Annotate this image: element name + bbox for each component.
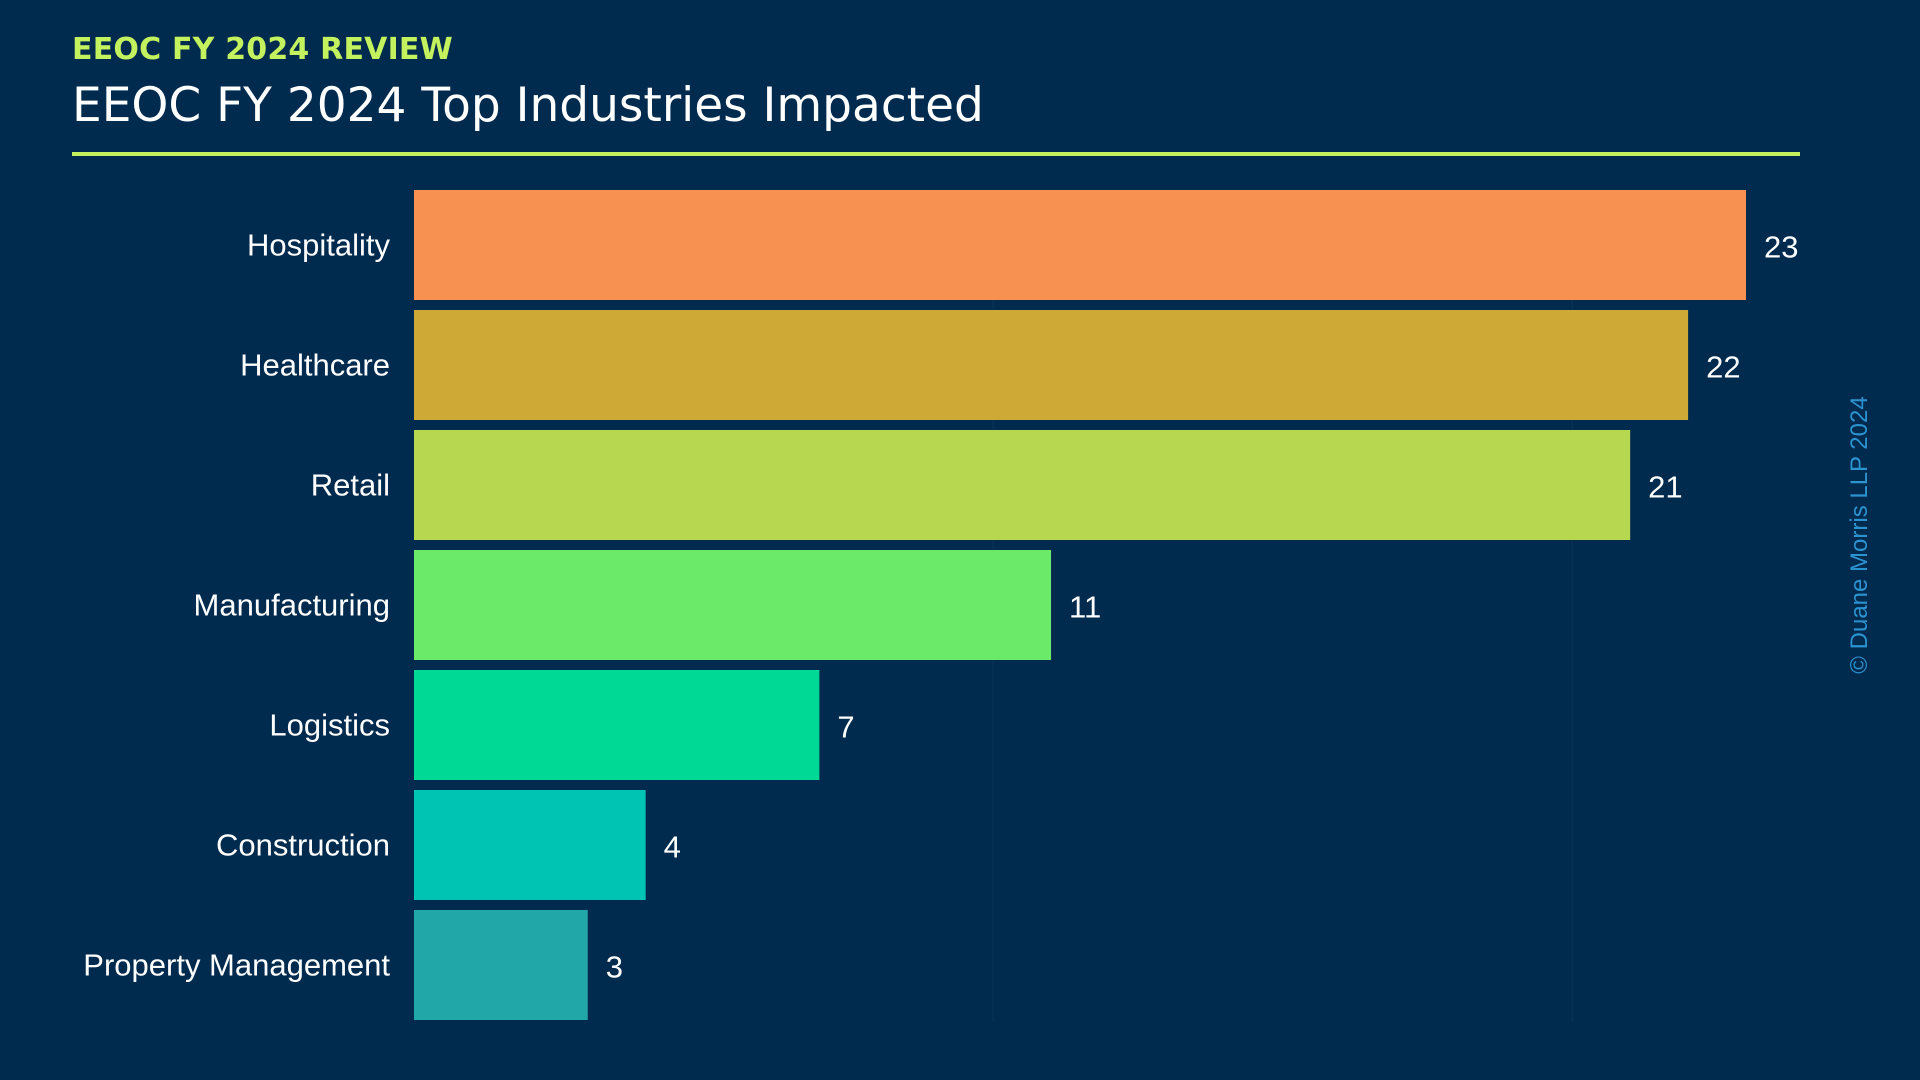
bar-hospitality (414, 190, 1746, 300)
value-label-logistics: 7 (837, 710, 854, 745)
category-label-property-management: Property Management (83, 948, 390, 983)
value-label-healthcare: 22 (1706, 350, 1740, 385)
value-label-construction: 4 (664, 830, 681, 865)
value-labels: 23 22 21 11 7 4 3 (606, 230, 1799, 985)
category-label-retail: Retail (311, 468, 390, 503)
bar-logistics (414, 670, 820, 780)
category-label-hospitality: Hospitality (247, 228, 390, 263)
page-title: EEOC FY 2024 Top Industries Impacted (72, 78, 984, 133)
category-label-manufacturing: Manufacturing (194, 588, 390, 623)
category-labels: Hospitality Healthcare Retail Manufacturing… (83, 228, 390, 983)
copyright-credit: © Duane Morris LLP 2024 (1846, 396, 1873, 674)
value-label-hospitality: 23 (1764, 230, 1798, 265)
bars (414, 190, 1746, 1020)
category-label-logistics: Logistics (269, 708, 390, 743)
bar-manufacturing (414, 550, 1052, 660)
bar-healthcare (414, 310, 1689, 420)
bar-property-management (414, 910, 588, 1020)
page-kicker: EEOC FY 2024 REVIEW (72, 32, 453, 67)
bar-construction (414, 790, 646, 900)
category-label-construction: Construction (216, 828, 390, 863)
bar-retail (414, 430, 1631, 540)
value-label-manufacturing: 11 (1069, 590, 1101, 625)
value-label-property-management: 3 (606, 950, 623, 985)
category-label-healthcare: Healthcare (240, 348, 390, 383)
title-divider (72, 152, 1800, 156)
value-label-retail: 21 (1648, 470, 1682, 505)
